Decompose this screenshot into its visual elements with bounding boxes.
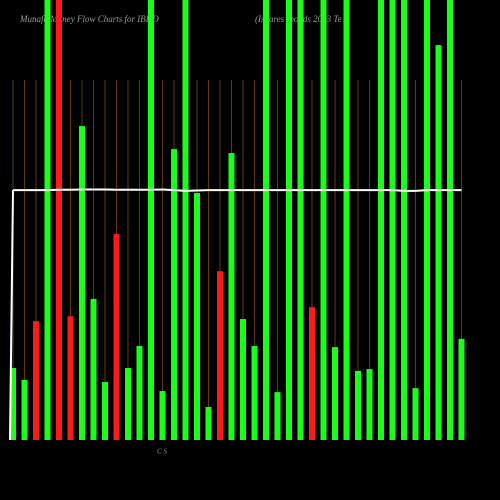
bar	[148, 0, 154, 440]
bar	[136, 346, 143, 440]
bar	[435, 45, 442, 441]
bar	[217, 271, 223, 440]
bar	[125, 368, 131, 440]
bar	[205, 406, 212, 440]
flow-line-start	[9, 190, 14, 441]
bar	[171, 149, 177, 440]
bar	[355, 370, 361, 440]
bar	[401, 0, 407, 440]
bar	[424, 0, 430, 440]
bar	[240, 319, 246, 440]
bar	[343, 0, 350, 440]
bar	[228, 153, 235, 440]
bar	[320, 0, 327, 440]
bar	[412, 388, 419, 440]
bar	[182, 0, 189, 440]
bar	[297, 0, 304, 440]
bar	[194, 193, 200, 440]
bar	[274, 392, 281, 440]
bar	[33, 321, 39, 440]
bar	[56, 0, 62, 440]
bar	[389, 0, 396, 440]
bar	[79, 126, 85, 440]
bar	[447, 0, 453, 440]
bar	[44, 0, 51, 440]
annotation: C S	[157, 448, 167, 456]
bar	[102, 382, 108, 440]
bar	[113, 234, 120, 440]
bar	[458, 338, 465, 440]
bar	[159, 391, 166, 440]
bar	[309, 307, 315, 440]
bar	[90, 298, 97, 440]
bar	[251, 346, 258, 440]
bar	[10, 368, 16, 440]
bar	[286, 0, 292, 440]
bar	[67, 316, 74, 440]
bar	[378, 0, 384, 440]
bar	[332, 347, 338, 440]
flow-line	[13, 188, 462, 192]
chart-title: Munafa Money Flow Charts for IBHD	[19, 14, 159, 24]
bar	[263, 0, 269, 440]
bar	[21, 379, 28, 440]
bar	[366, 369, 373, 440]
